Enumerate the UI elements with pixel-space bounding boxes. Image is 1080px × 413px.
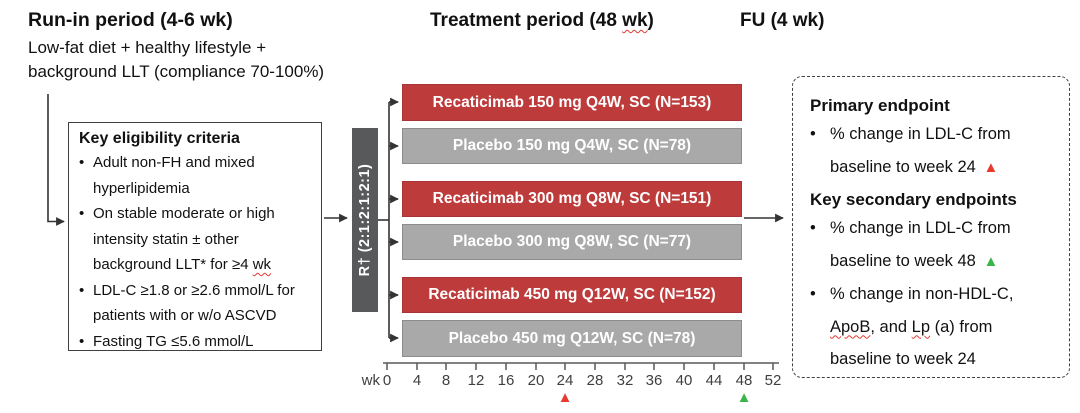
run-in-period-title: Run-in period (4-6 wk) <box>28 9 233 31</box>
week24-red-triangle-icon: ▲ <box>557 389 573 406</box>
arm-label: Recaticimab 300 mg Q8W, SC (N=151) <box>432 190 712 207</box>
eligibility-item-wavy-word: wk <box>252 256 272 273</box>
arm-bar-recaticimab-300-q8w: Recaticimab 300 mg Q8W, SC (N=151) <box>402 181 742 217</box>
endpoint-item-text: % change in non-HDL-C, ApoB, and Lp (a) … <box>830 278 1042 376</box>
arm-bar-placebo-300-q8w: Placebo 300 mg Q8W, SC (N=77) <box>402 224 742 260</box>
arm-label: Recaticimab 150 mg Q4W, SC (N=153) <box>432 93 712 111</box>
endpoint-item-text-part: , and <box>870 317 912 336</box>
bullet-icon: • <box>79 332 85 350</box>
eligibility-item-text: Adult non-FH and mixed hyperlipidemia <box>93 154 255 197</box>
week-tick-label: 24 <box>556 372 574 389</box>
endpoint-wavy-word: Lp <box>911 317 931 336</box>
arm-bar-placebo-150-q4w: Placebo 150 mg Q4W, SC (N=78) <box>402 128 742 164</box>
eligibility-item-text: On stable moderate or high intensity sta… <box>93 201 311 278</box>
bullet-icon: • <box>79 205 85 222</box>
arm-bar-recaticimab-150-q4w: Recaticimab 150 mg Q4W, SC (N=153) <box>402 84 742 121</box>
randomization-label: R† (2:1:2:1:2:1) <box>357 163 373 277</box>
arm-label: Placebo 450 mg Q12W, SC (N=78) <box>448 329 696 347</box>
green-triangle-icon: ▲ <box>983 252 999 270</box>
week-tick-label: 44 <box>705 372 723 389</box>
week-tick-label: 20 <box>527 372 545 389</box>
list-item: • % change in non-HDL-C, ApoB, and Lp (a… <box>810 278 1057 376</box>
list-item: • Fasting TG ≤5.6 mmol/L <box>79 329 315 355</box>
week-tick-label: 8 <box>441 372 451 389</box>
week-tick-label: 4 <box>412 372 422 389</box>
runin-to-eligibility-arrow <box>47 94 65 226</box>
week-tick-label: 32 <box>616 372 634 389</box>
eligibility-item-text-part: On stable moderate or high intensity sta… <box>93 205 275 273</box>
eligibility-title: Key eligibility criteria <box>79 130 240 147</box>
endpoint-wavy-word: ApoB <box>830 317 871 336</box>
bullet-icon: • <box>79 154 85 171</box>
week-axis-unit-label: wk <box>361 372 380 389</box>
arm-label: Placebo 300 mg Q8W, SC (N=77) <box>452 233 692 250</box>
arm-label: Placebo 150 mg Q4W, SC (N=78) <box>452 137 692 154</box>
list-item: • % change in LDL-C from baseline to wee… <box>810 212 1057 278</box>
eligibility-item-text: Fasting TG ≤5.6 mmol/L <box>93 332 254 350</box>
run-in-period-subtitle: Low-fat diet + healthy lifestyle + backg… <box>28 38 325 81</box>
endpoint-item-text: % change in LDL-C from baseline to week … <box>830 212 1042 278</box>
week-tick-label: 28 <box>586 372 604 389</box>
arm-bar-placebo-450-q12w: Placebo 450 mg Q12W, SC (N=78) <box>402 320 742 357</box>
week-tick-label: 52 <box>764 372 782 389</box>
week-tick-label: 36 <box>645 372 663 389</box>
week-tick-label: 48 <box>735 372 753 389</box>
bullet-icon: • <box>810 125 816 143</box>
treatment-title-wavy-word: wk <box>622 10 648 31</box>
list-item: • Adult non-FH and mixed hyperlipidemia <box>79 150 315 201</box>
endpoint-item-text-part: % change in LDL-C from baseline to week … <box>830 125 1011 176</box>
arm-bar-recaticimab-450-q12w: Recaticimab 450 mg Q12W, SC (N=152) <box>402 277 742 313</box>
follow-up-period-title: FU (4 wk) <box>740 10 825 31</box>
bullet-icon: • <box>79 281 85 299</box>
treatment-title-text-end: ) <box>647 10 654 31</box>
week-axis <box>383 362 779 370</box>
week-tick-label: 16 <box>497 372 515 389</box>
treatment-title-text: Treatment period (48 <box>430 10 623 31</box>
endpoint-item-text-part: (a) from baseline to week 24 <box>830 317 993 369</box>
bullet-icon: • <box>810 285 816 303</box>
endpoint-item-text-part: % change in non-HDL-C, <box>830 285 1014 303</box>
endpoint-item-text: % change in LDL-C from baseline to week … <box>830 118 1042 184</box>
bullet-icon: • <box>810 219 816 237</box>
primary-endpoint-title: Primary endpoint <box>810 96 950 115</box>
randomization-bar: R† (2:1:2:1:2:1) <box>352 128 378 312</box>
arm-label: Recaticimab 450 mg Q12W, SC (N=152) <box>428 286 716 303</box>
week-tick-label: 0 <box>382 372 392 389</box>
list-item: • On stable moderate or high intensity s… <box>79 201 315 278</box>
list-item: • % change in LDL-C from baseline to wee… <box>810 118 1057 184</box>
endpoints-panel: Primary endpoint • % change in LDL-C fro… <box>792 76 1070 378</box>
eligibility-item-text: LDL-C ≥1.8 or ≥2.6 mmol/L for patients w… <box>93 281 295 325</box>
week-tick-label: 40 <box>675 372 693 389</box>
list-item: • LDL-C ≥1.8 or ≥2.6 mmol/L for patients… <box>79 278 315 329</box>
week-tick-label: 12 <box>467 372 485 389</box>
treatment-period-title: Treatment period (48 wk) <box>430 10 654 32</box>
eligibility-criteria-panel: Key eligibility criteria • Adult non-FH … <box>68 122 322 351</box>
endpoint-item-text-part: % change in LDL-C from baseline to week … <box>830 219 1011 270</box>
week48-green-triangle-icon: ▲ <box>736 389 752 406</box>
secondary-endpoints-title: Key secondary endpoints <box>810 190 1017 209</box>
red-triangle-icon: ▲ <box>983 158 999 176</box>
